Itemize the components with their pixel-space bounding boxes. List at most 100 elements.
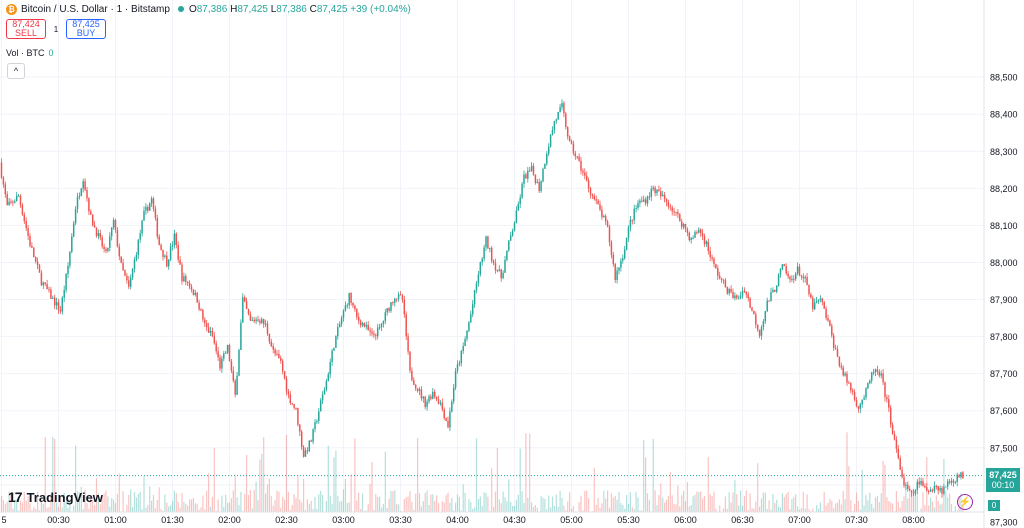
candle-body <box>21 204 24 215</box>
candle-body <box>158 236 160 245</box>
volume-bar <box>223 506 225 512</box>
volume-bar <box>922 492 924 512</box>
tradingview-logo[interactable]: 17 TradingView <box>8 489 103 505</box>
market-status-dot[interactable] <box>177 6 184 12</box>
volume-bar <box>44 437 46 512</box>
candle-body <box>945 486 947 488</box>
candle-body <box>808 284 810 295</box>
candle-body <box>601 209 603 218</box>
volume-bar <box>855 492 858 512</box>
sell-button[interactable]: 87,424 SELL <box>6 19 46 39</box>
volume-bar <box>35 508 37 512</box>
x-tick-label: 03:30 <box>389 515 412 525</box>
candle-body <box>565 113 567 128</box>
candle-body <box>561 103 563 108</box>
volume-bar <box>92 499 94 512</box>
candle-body <box>403 299 406 315</box>
candle-body <box>779 268 782 275</box>
candle-body <box>105 249 107 252</box>
candle-body <box>141 220 143 234</box>
candle-body <box>671 207 673 212</box>
candle-body <box>464 338 466 347</box>
candle-body <box>67 265 69 274</box>
volume-bar <box>316 508 318 512</box>
volume-legend[interactable]: Vol · BTC 0 <box>6 48 54 58</box>
candle-body <box>143 210 145 221</box>
candle-body <box>684 224 687 230</box>
volume-bar <box>901 501 903 512</box>
volume-bar <box>278 491 280 512</box>
symbol-legend[interactable]: ₿ Bitcoin / U.S. Dollar · 1 · Bitstamp O… <box>6 2 411 16</box>
volume-bar <box>639 510 641 512</box>
volume-bar <box>865 495 867 512</box>
lightning-icon[interactable]: ⚡ <box>957 494 973 510</box>
volume-bar <box>179 507 181 512</box>
volume-bar <box>869 492 871 512</box>
candle-body <box>344 305 347 311</box>
volume-bar <box>90 498 92 512</box>
candle-body <box>612 254 615 265</box>
time-axis[interactable]: 5 00:30 01:00 01:30 02:00 02:30 03:00 03:30 04:0… <box>0 511 984 525</box>
candle-body <box>726 287 729 294</box>
volume-bar <box>817 508 820 512</box>
volume-bar <box>677 485 679 512</box>
volume-bar <box>280 507 282 512</box>
candle-body <box>547 146 550 154</box>
candle-body <box>86 189 88 199</box>
candle-body <box>259 320 261 323</box>
candle-body <box>433 391 436 397</box>
volume-bar <box>842 490 844 512</box>
candle-body <box>167 259 170 267</box>
close-value: 87,425 <box>316 3 348 15</box>
candle-body <box>234 380 236 395</box>
price-axis[interactable]: 87,30087,40087,50087,60087,70087,80087,9… <box>983 0 1018 528</box>
volume-bar <box>738 505 740 512</box>
candle-body <box>426 401 428 408</box>
candle-body <box>202 309 204 320</box>
candle-body <box>897 448 900 459</box>
candle-body <box>361 322 364 326</box>
volume-bar <box>365 510 367 512</box>
candle-body <box>578 156 580 161</box>
volume-bar <box>73 505 75 512</box>
volume-bar <box>660 483 662 512</box>
volume-bar <box>732 492 734 512</box>
candle-body <box>145 207 147 211</box>
volume-bar <box>437 503 440 512</box>
volume-bar <box>882 460 884 512</box>
volume-bar <box>800 508 802 512</box>
volume-bar <box>759 506 761 512</box>
volume-bar <box>493 506 495 512</box>
volume-bar <box>931 501 934 512</box>
volume-bar <box>382 504 384 512</box>
volume-bar <box>722 508 725 512</box>
volume-bar <box>103 493 105 512</box>
volume-bar <box>291 505 293 512</box>
candle-body <box>299 424 301 432</box>
candle-body <box>669 206 672 208</box>
volume-bar <box>515 499 517 512</box>
volume-bar <box>327 445 329 512</box>
volume-bar <box>905 483 907 512</box>
volume-bar <box>652 438 654 512</box>
candle-body <box>631 219 634 221</box>
collapse-legend-button[interactable]: ^ <box>7 63 25 79</box>
volume-bar <box>255 481 257 512</box>
candle-body <box>504 259 506 273</box>
candle-body <box>342 310 345 318</box>
buy-button[interactable]: 87,425 BUY <box>66 19 106 39</box>
volume-bar <box>52 436 54 512</box>
candle-body <box>840 365 843 368</box>
volume-bar <box>430 494 432 512</box>
candle-body <box>69 251 71 266</box>
candle-body <box>40 272 43 286</box>
volume-bar <box>173 490 175 512</box>
candle-body <box>124 270 126 276</box>
candle-body <box>639 200 641 203</box>
volume-bar <box>29 503 31 512</box>
volume-bar <box>510 501 512 512</box>
candle-body <box>908 488 911 491</box>
candle-body <box>487 236 489 249</box>
volume-bar <box>97 493 99 512</box>
